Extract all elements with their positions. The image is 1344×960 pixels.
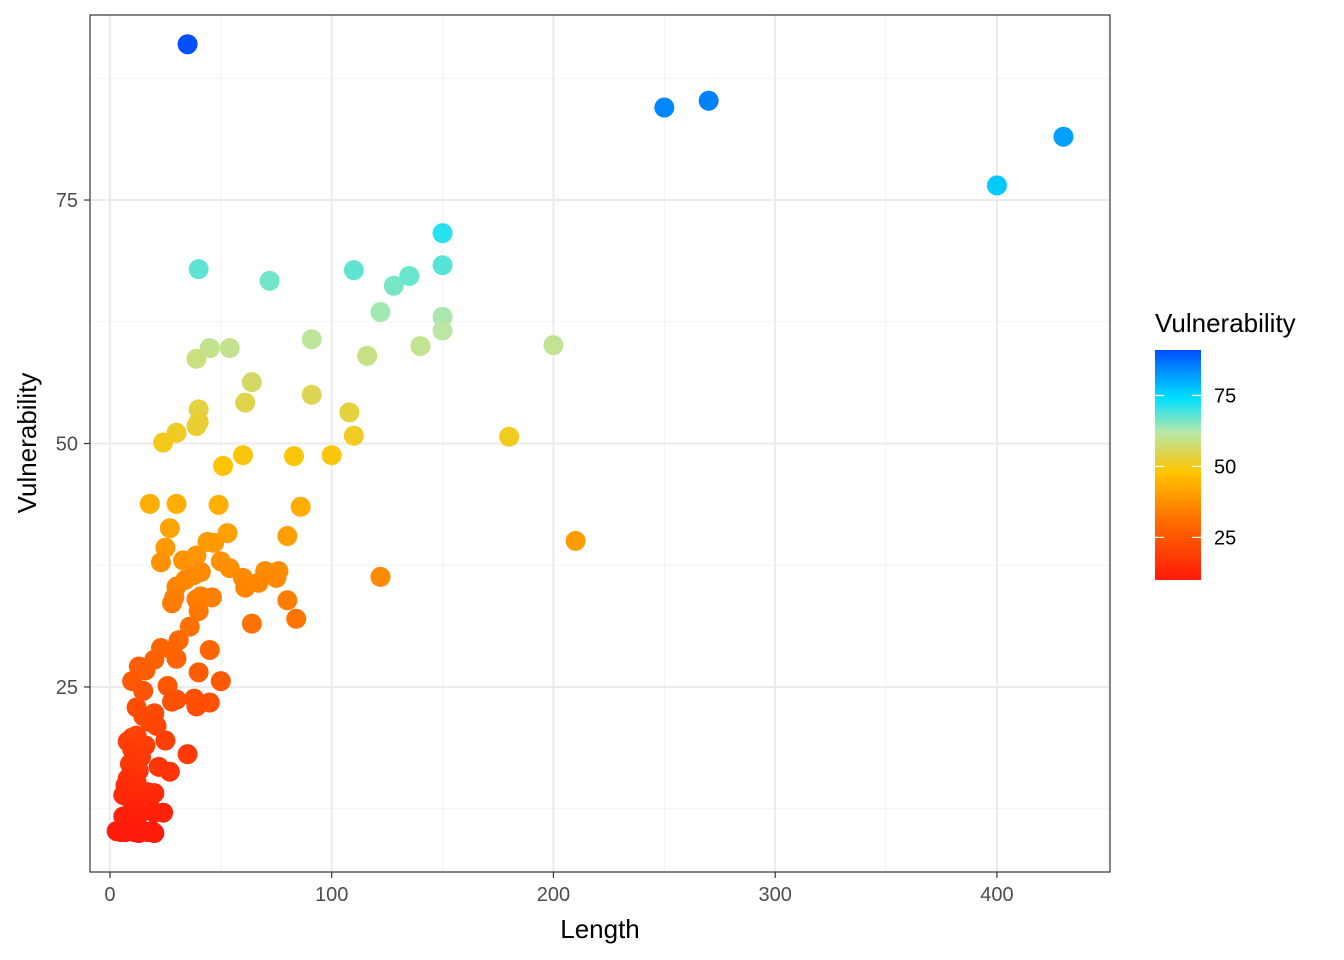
data-point: [213, 455, 234, 476]
data-point: [144, 823, 165, 844]
y-axis: 25 50 75: [56, 190, 90, 699]
data-point: [159, 761, 180, 782]
data-point: [343, 260, 364, 281]
y-tick-label: 25: [56, 677, 78, 699]
data-point: [357, 345, 378, 366]
x-tick-label: 300: [758, 884, 791, 906]
color-legend: Vulnerability 25 50 75: [1155, 308, 1296, 580]
legend-label: 75: [1214, 385, 1236, 407]
data-points: [106, 34, 1074, 844]
legend-ticks: 25 50 75: [1155, 385, 1236, 549]
data-point: [155, 730, 176, 751]
data-point: [277, 590, 298, 611]
data-point: [284, 446, 304, 467]
data-point: [499, 426, 520, 447]
data-point: [153, 432, 174, 453]
data-point: [186, 696, 207, 717]
data-point: [186, 348, 207, 369]
minor-gridlines: [90, 15, 1110, 872]
data-point: [370, 566, 391, 587]
data-point: [986, 175, 1007, 196]
data-point: [241, 372, 262, 393]
data-point: [432, 320, 453, 341]
data-point: [1053, 126, 1074, 147]
data-point: [186, 545, 207, 566]
data-point: [543, 335, 564, 356]
legend-label: 50: [1214, 456, 1236, 478]
x-tick-label: 0: [104, 884, 115, 906]
data-point: [177, 744, 198, 765]
plot-panel: [89, 14, 1111, 873]
data-point: [301, 329, 322, 350]
data-point: [432, 223, 453, 244]
data-point: [139, 493, 160, 514]
y-axis-title: Vulnerability: [12, 373, 42, 514]
data-point: [188, 412, 209, 433]
data-point: [166, 648, 187, 669]
data-point: [188, 601, 209, 622]
data-point: [146, 715, 167, 736]
data-point: [188, 662, 209, 683]
legend-title: Vulnerability: [1155, 308, 1296, 338]
data-point: [399, 265, 420, 286]
data-point: [179, 616, 200, 637]
data-point: [150, 552, 171, 573]
data-point: [241, 613, 262, 634]
data-point: [370, 302, 391, 323]
data-point: [259, 270, 280, 291]
data-point: [339, 402, 360, 423]
data-point: [698, 90, 719, 111]
data-point: [432, 255, 453, 276]
major-gridlines: [90, 15, 1110, 872]
data-point: [219, 338, 240, 359]
data-point: [277, 526, 298, 547]
data-point: [654, 97, 675, 118]
data-point: [286, 608, 307, 629]
data-point: [190, 562, 211, 583]
data-point: [248, 572, 269, 593]
data-point: [204, 532, 225, 553]
data-point: [153, 802, 174, 823]
x-axis: 0 100 200 300 400: [104, 872, 1014, 906]
x-axis-title: Length: [560, 914, 640, 944]
y-tick-label: 75: [56, 190, 78, 212]
data-point: [343, 425, 364, 446]
data-point: [177, 34, 198, 55]
data-point: [233, 445, 253, 466]
data-point: [190, 586, 211, 607]
data-point: [162, 593, 183, 614]
data-point: [290, 496, 311, 517]
x-tick-label: 100: [315, 884, 348, 906]
data-point: [208, 494, 229, 515]
data-point: [301, 384, 322, 405]
data-point: [166, 493, 187, 514]
x-tick-label: 400: [980, 884, 1013, 906]
data-point: [235, 392, 256, 413]
y-tick-label: 50: [56, 434, 78, 456]
data-point: [135, 660, 156, 681]
data-point: [383, 275, 404, 296]
data-point: [266, 567, 287, 588]
data-point: [199, 338, 220, 359]
data-point: [166, 689, 187, 710]
data-point: [199, 639, 220, 660]
data-point: [565, 530, 586, 551]
data-point: [321, 445, 342, 466]
data-point: [159, 518, 180, 539]
data-point: [210, 671, 231, 692]
legend-colorbar: [1155, 350, 1201, 580]
x-tick-label: 200: [537, 884, 570, 906]
data-point: [188, 259, 209, 280]
legend-label: 25: [1214, 527, 1236, 549]
data-point: [410, 336, 431, 357]
data-point: [133, 680, 154, 701]
